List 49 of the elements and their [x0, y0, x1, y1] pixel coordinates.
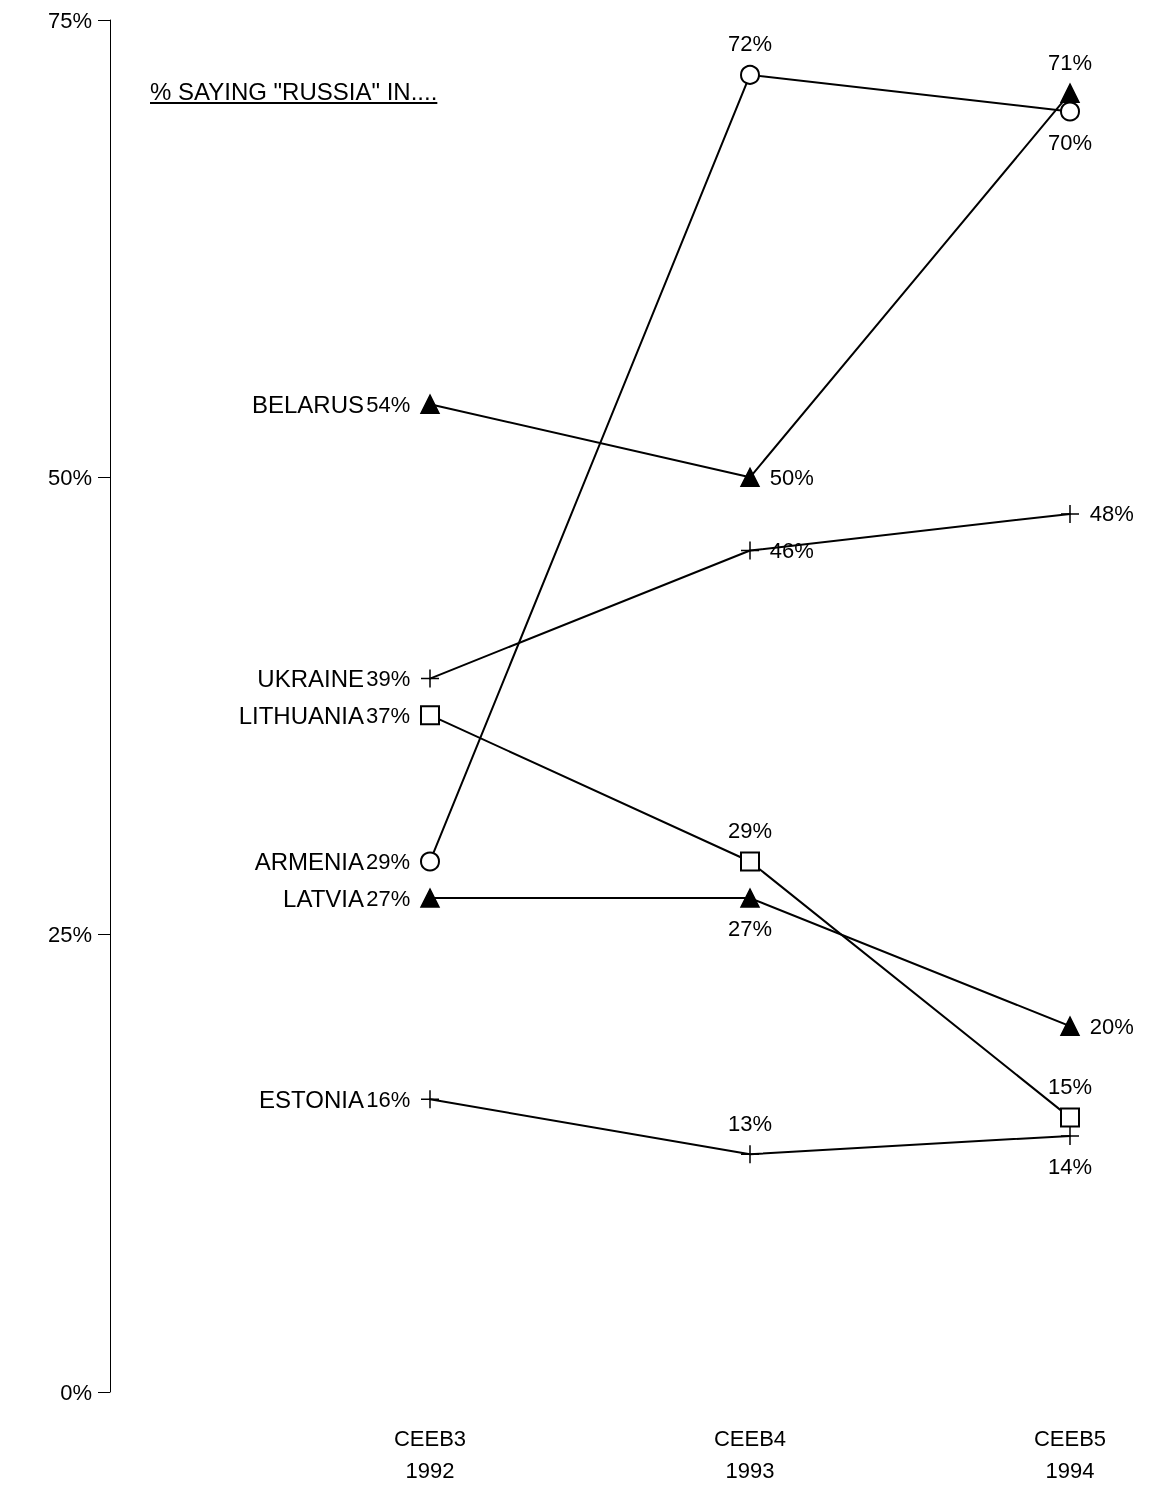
data-label: 50%: [769, 464, 814, 490]
point: [1060, 1107, 1080, 1128]
data-label: 29%: [365, 848, 410, 874]
data-label: 70%: [1047, 129, 1093, 155]
text: LITHUANIA: [238, 701, 364, 729]
y-tick-label: 50%: [47, 464, 92, 490]
point: [420, 705, 440, 726]
point: [420, 851, 440, 872]
point: [740, 64, 760, 85]
y-tick-label: 25%: [47, 922, 92, 948]
data-label: 15%: [1047, 1074, 1093, 1100]
text: ESTONIA: [259, 1085, 364, 1113]
data-label: 29%: [727, 817, 773, 843]
text: LATVIA: [283, 884, 364, 912]
point: [1060, 83, 1080, 103]
point: [420, 668, 440, 689]
data-label: 37%: [365, 702, 410, 728]
text: ARMENIA: [254, 847, 364, 875]
point: [420, 1089, 440, 1110]
x-tick-label: CEEB5 1994: [1033, 1425, 1107, 1483]
data-label: 71%: [1047, 49, 1093, 75]
point: [740, 851, 760, 872]
data-label: 14%: [1047, 1154, 1093, 1180]
data-label: 39%: [366, 666, 411, 692]
point: [1060, 1016, 1080, 1036]
text: BELARUS: [251, 390, 364, 418]
point: [740, 540, 760, 561]
y-tick-label: 0%: [60, 1379, 92, 1405]
data-label: 13%: [727, 1110, 773, 1136]
point: [1060, 504, 1080, 524]
y-tick-label: 75%: [47, 7, 92, 33]
point: [1060, 101, 1080, 122]
data-label: 72%: [727, 31, 773, 57]
data-label: 54%: [366, 391, 411, 417]
text: % SAYING "RUSSIA" IN....: [150, 78, 438, 106]
point: [740, 467, 760, 488]
point: [420, 888, 440, 908]
point: [420, 394, 440, 414]
data-label: 27%: [727, 916, 773, 942]
x-tick-label: CEEB3 1992: [393, 1425, 467, 1483]
data-label: 16%: [366, 1086, 411, 1112]
point: [1060, 1126, 1080, 1146]
data-label: 20%: [1089, 1013, 1134, 1039]
point: [740, 1144, 760, 1164]
x-tick-label: CEEB4 1993: [713, 1425, 787, 1483]
data-label: 48%: [1089, 501, 1134, 527]
point: [740, 888, 760, 908]
text: UKRAINE: [257, 665, 364, 693]
data-label: 27%: [366, 885, 411, 911]
